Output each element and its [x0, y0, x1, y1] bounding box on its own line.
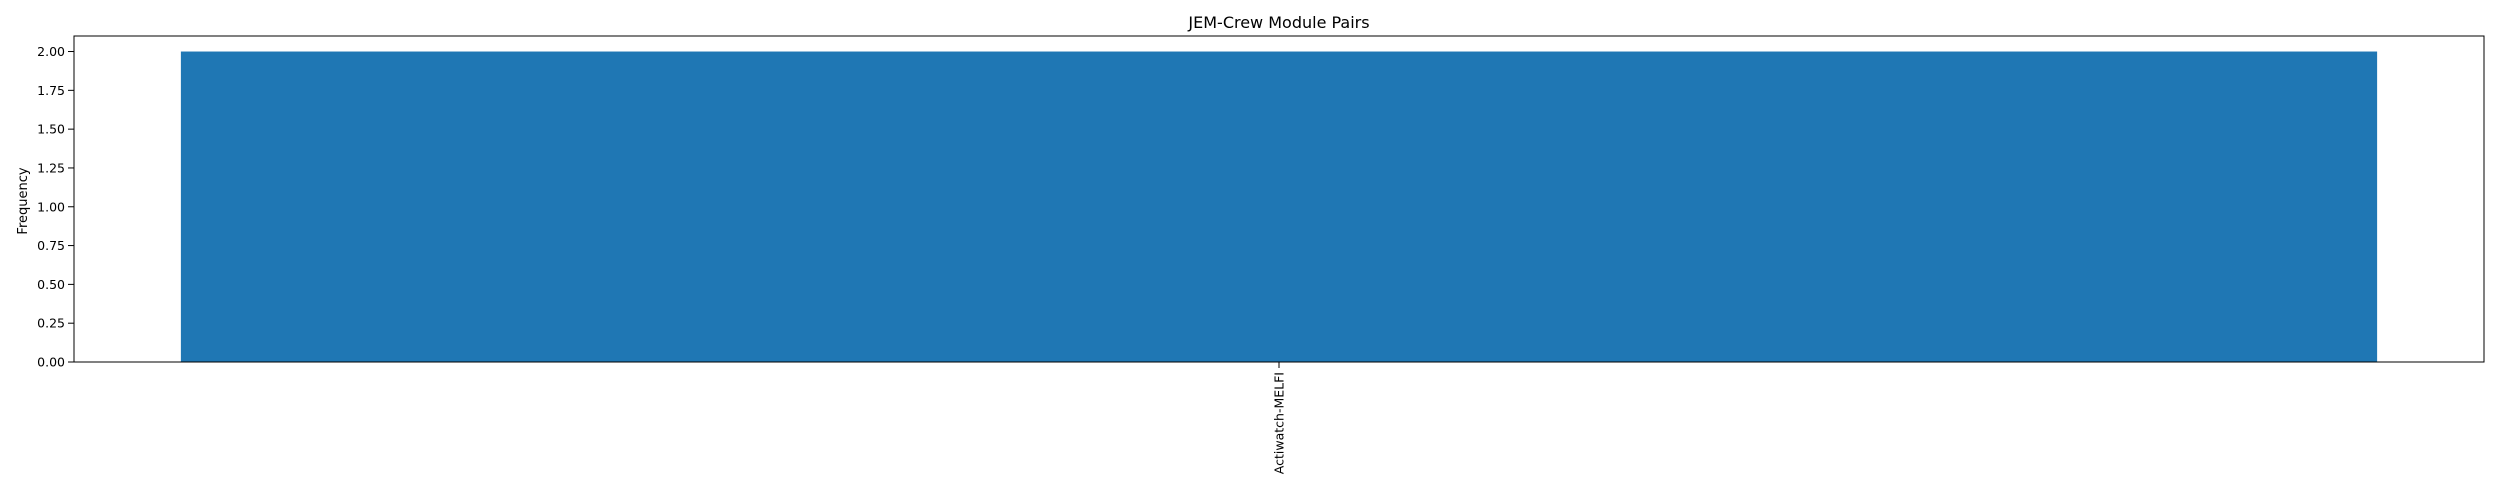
y-tick-label: 0.50 [37, 277, 65, 292]
x-axis-ticks: Actiwatch-MELFI [1272, 362, 1287, 474]
y-tick-label: 1.25 [37, 160, 65, 175]
y-tick-label: 0.00 [37, 355, 65, 370]
plot-area-border [73, 35, 2485, 363]
y-tick-label: 0.25 [37, 316, 65, 331]
y-tick-label: 2.00 [37, 44, 65, 59]
y-axis-label: Frequency [16, 167, 31, 234]
y-tick-label: 0.75 [37, 238, 65, 253]
bars-group [180, 51, 2378, 363]
bar-actiwatch-melfi [180, 51, 2378, 363]
x-tick-label: Actiwatch-MELFI [1272, 372, 1287, 474]
y-tick-label: 1.50 [37, 122, 65, 137]
chart-title: JEM-Crew Module Pairs [1187, 13, 1369, 32]
y-tick-label: 1.75 [37, 83, 65, 98]
y-tick-label: 1.00 [37, 199, 65, 214]
y-axis-ticks: 0.00 0.25 0.50 0.75 1.00 1.25 1.50 1.75 2.00 [37, 44, 74, 370]
